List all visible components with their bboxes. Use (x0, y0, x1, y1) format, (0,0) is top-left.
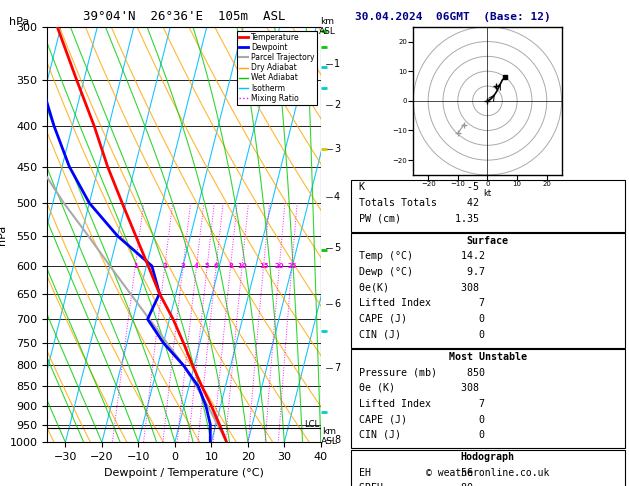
Text: km
ASL: km ASL (321, 427, 338, 446)
X-axis label: Dewpoint / Temperature (°C): Dewpoint / Temperature (°C) (104, 468, 264, 478)
Bar (351, 349, 625, 448)
Text: Temp (°C)        14.2: Temp (°C) 14.2 (359, 251, 485, 261)
Text: CAPE (J)            0: CAPE (J) 0 (359, 314, 485, 324)
Text: Totals Totals     42: Totals Totals 42 (359, 198, 479, 208)
Text: 1: 1 (334, 59, 340, 69)
Text: LCL: LCL (304, 420, 319, 429)
Text: 5: 5 (334, 243, 340, 253)
Text: 8: 8 (228, 263, 233, 269)
Bar (351, 450, 625, 486)
Text: 4: 4 (334, 192, 340, 202)
Text: 10: 10 (237, 263, 247, 269)
Bar (351, 180, 625, 232)
Text: Pressure (mb)     850: Pressure (mb) 850 (359, 367, 485, 377)
Text: SREH             80: SREH 80 (359, 483, 473, 486)
Text: 6: 6 (334, 299, 340, 309)
X-axis label: kt: kt (484, 189, 491, 198)
Text: Most Unstable: Most Unstable (448, 351, 527, 362)
Legend: Temperature, Dewpoint, Parcel Trajectory, Dry Adiabat, Wet Adiabat, Isotherm, Mi: Temperature, Dewpoint, Parcel Trajectory… (237, 31, 317, 105)
Text: θe (K)           308: θe (K) 308 (359, 383, 479, 393)
Text: CAPE (J)            0: CAPE (J) 0 (359, 414, 485, 424)
Text: Surface: Surface (467, 236, 509, 245)
Text: 3: 3 (334, 144, 340, 155)
Text: 7: 7 (334, 363, 340, 373)
Text: 1: 1 (133, 263, 138, 269)
Bar (351, 233, 625, 347)
Y-axis label: hPa: hPa (0, 225, 7, 244)
Text: 25: 25 (287, 263, 297, 269)
Text: 4: 4 (194, 263, 199, 269)
Text: Lifted Index        7: Lifted Index 7 (359, 298, 485, 308)
Text: 30.04.2024  06GMT  (Base: 12): 30.04.2024 06GMT (Base: 12) (355, 12, 551, 22)
Text: CIN (J)             0: CIN (J) 0 (359, 330, 485, 340)
Text: 15: 15 (259, 263, 269, 269)
Text: © weatheronline.co.uk: © weatheronline.co.uk (426, 468, 550, 478)
Text: 3: 3 (181, 263, 186, 269)
Text: θe(K)            308: θe(K) 308 (359, 282, 479, 293)
Text: 5: 5 (205, 263, 209, 269)
Text: km
ASL: km ASL (319, 17, 335, 35)
Text: Dewp (°C)         9.7: Dewp (°C) 9.7 (359, 267, 485, 277)
Text: 2: 2 (162, 263, 167, 269)
Text: 20: 20 (274, 263, 284, 269)
Text: K                 -5: K -5 (359, 182, 479, 192)
Text: PW (cm)         1.35: PW (cm) 1.35 (359, 213, 479, 224)
Text: Lifted Index        7: Lifted Index 7 (359, 399, 485, 409)
Text: 6: 6 (214, 263, 218, 269)
Text: hPa: hPa (9, 17, 30, 27)
Text: Hodograph: Hodograph (461, 452, 515, 462)
Text: EH               56: EH 56 (359, 468, 473, 478)
Text: 2: 2 (334, 101, 340, 110)
Text: CIN (J)             0: CIN (J) 0 (359, 430, 485, 440)
Text: 39°04'N  26°36'E  105m  ASL: 39°04'N 26°36'E 105m ASL (83, 10, 285, 22)
Text: 8: 8 (334, 435, 340, 445)
